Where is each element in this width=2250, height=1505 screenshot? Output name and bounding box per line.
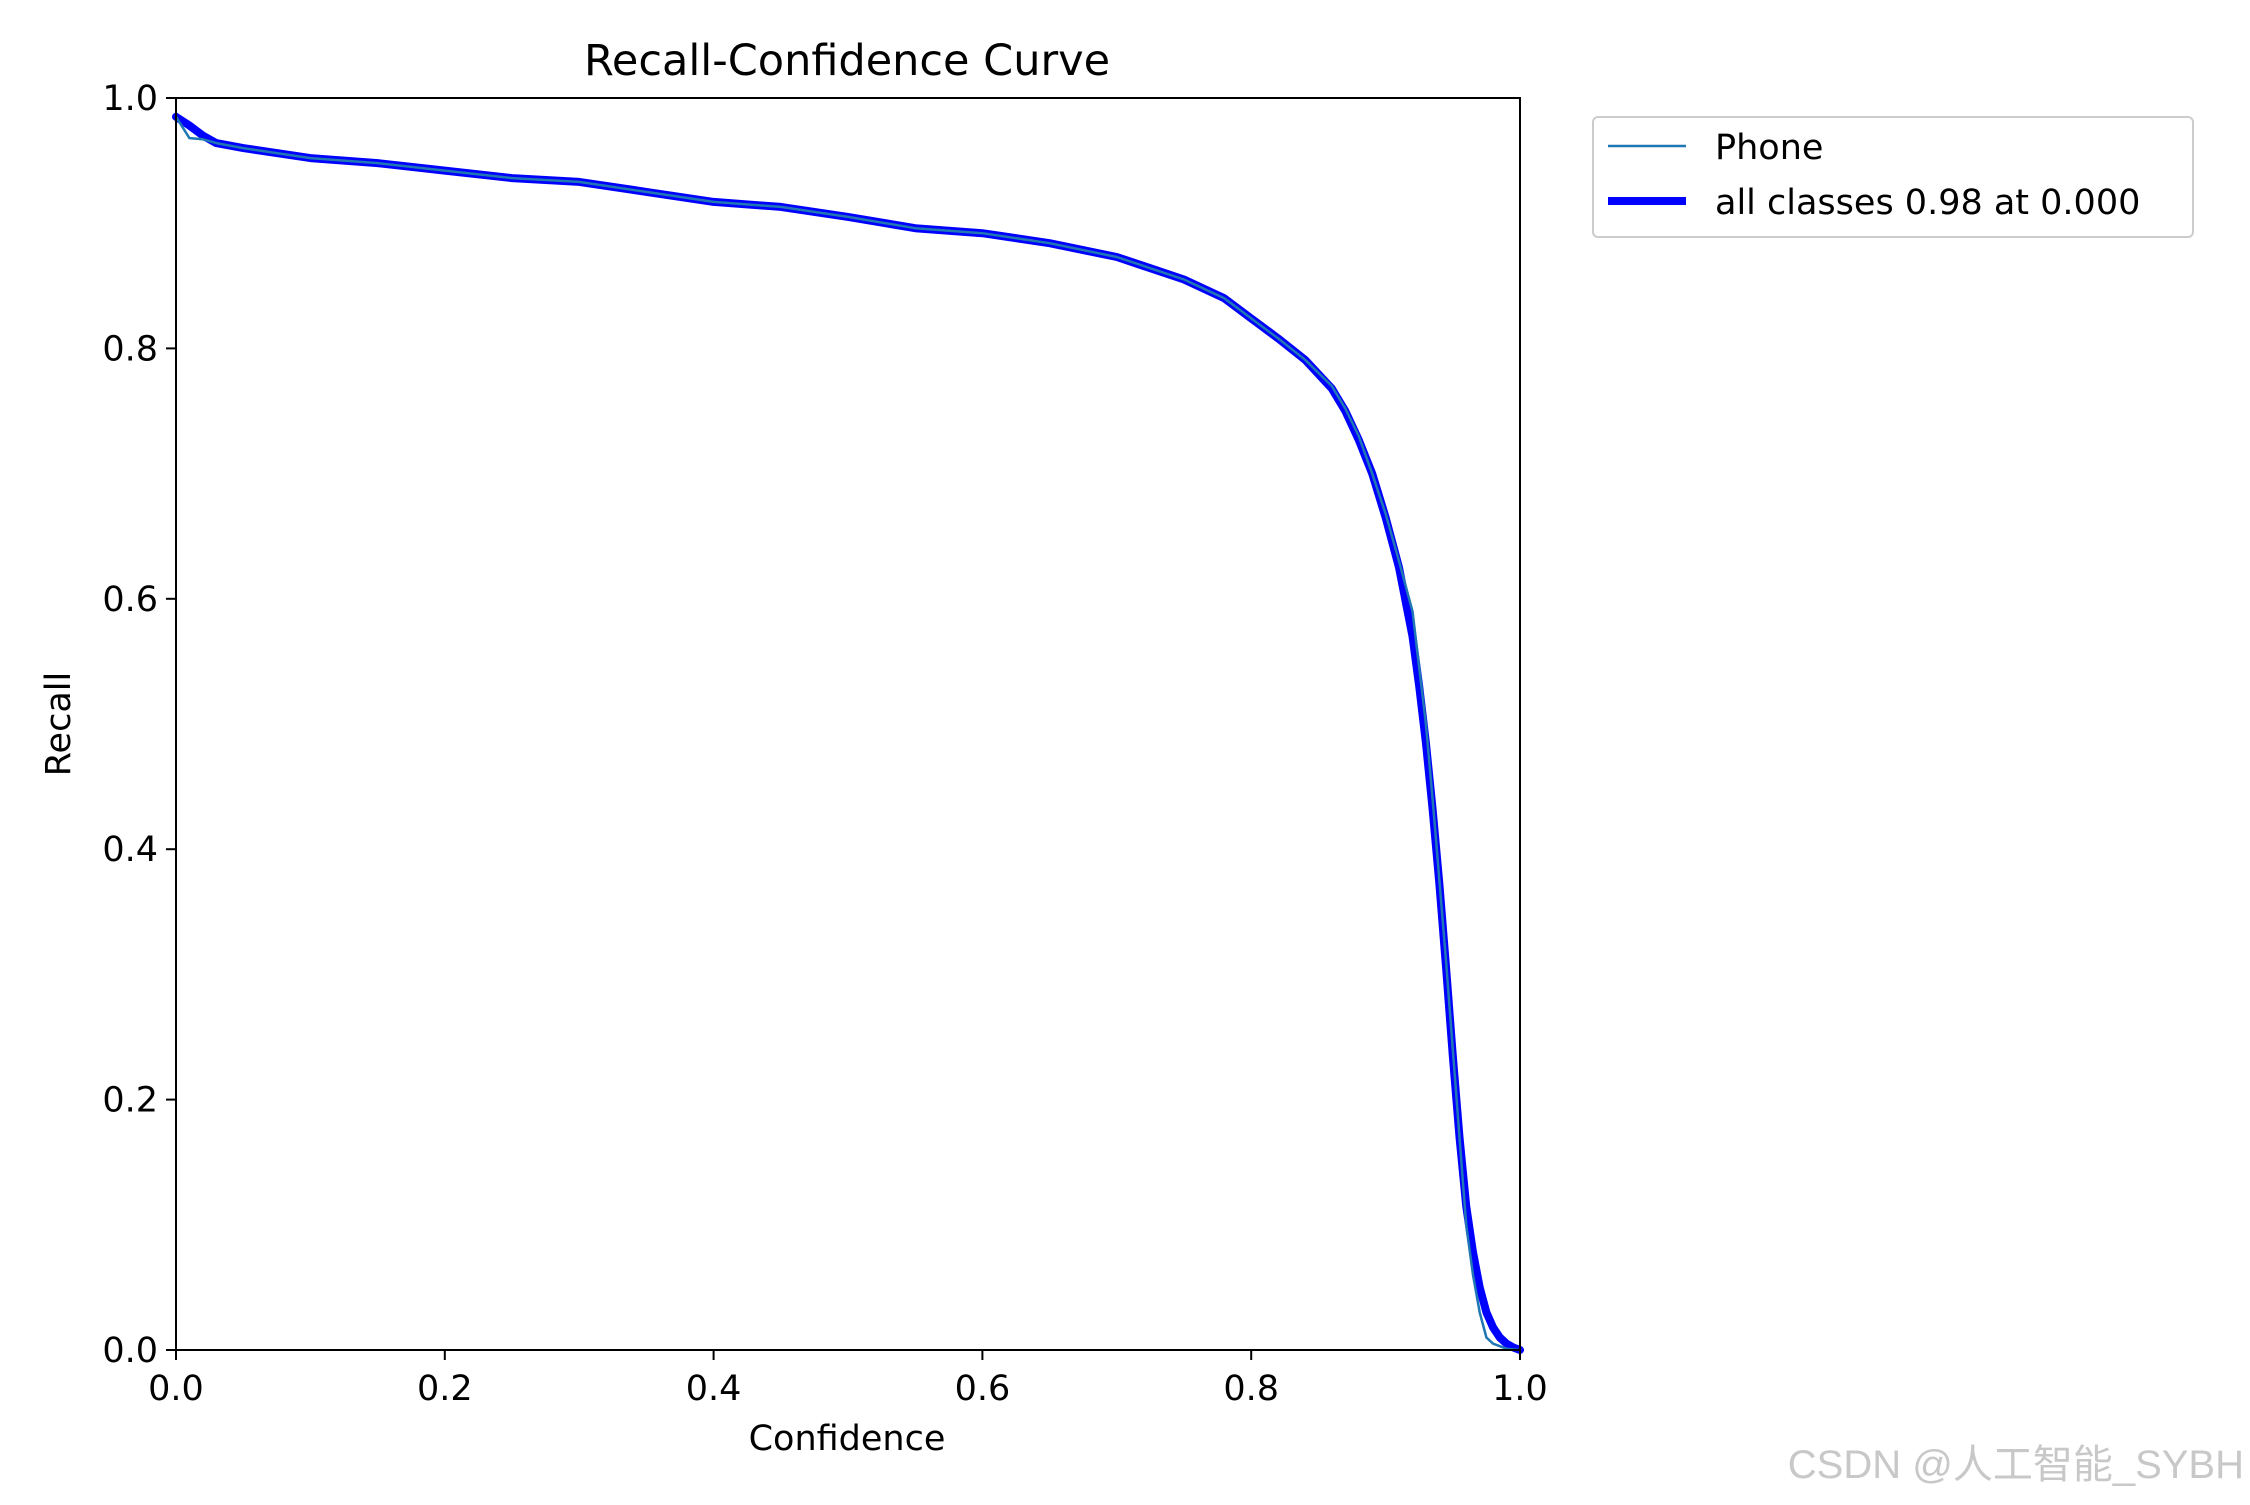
y-tick-label: 0.4 — [102, 830, 158, 870]
x-tick-label: 0.4 — [686, 1369, 742, 1409]
y-axis-ticks: 0.0 0.2 0.4 0.6 0.8 1.0 — [102, 79, 176, 1371]
legend-label-all-classes: all classes 0.98 at 0.000 — [1715, 183, 2140, 223]
legend-label-phone: Phone — [1715, 128, 1823, 168]
x-tick-label: 0.8 — [1223, 1369, 1279, 1409]
plot-series — [172, 112, 1524, 1354]
y-tick-label: 0.0 — [102, 1331, 158, 1371]
y-tick-label: 0.6 — [102, 580, 158, 620]
x-tick-label: 1.0 — [1492, 1369, 1548, 1409]
y-axis-label: Recall — [39, 672, 79, 776]
y-tick-label: 0.2 — [102, 1081, 158, 1121]
x-tick-label: 0.6 — [955, 1369, 1011, 1409]
x-tick-label: 0.0 — [148, 1369, 204, 1409]
x-axis-ticks: 0.0 0.2 0.4 0.6 0.8 1.0 — [148, 1350, 1548, 1409]
watermark-text: CSDN @人工智能_SYBH — [1788, 1443, 2244, 1487]
y-tick-label: 0.8 — [102, 329, 158, 369]
x-tick-label: 0.2 — [417, 1369, 473, 1409]
legend: Phone all classes 0.98 at 0.000 — [1592, 116, 2194, 238]
series-line-phone — [174, 115, 1522, 1352]
chart-title: Recall-Confidence Curve — [584, 36, 1110, 86]
legend-frame — [1592, 116, 2194, 238]
x-axis-label: Confidence — [749, 1419, 946, 1459]
plot-frame — [175, 97, 1521, 1351]
y-tick-label: 1.0 — [102, 79, 158, 119]
